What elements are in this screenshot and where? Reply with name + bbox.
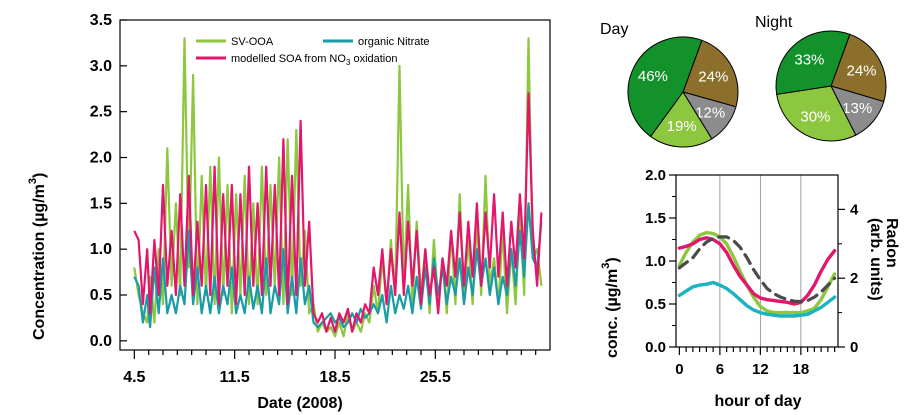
main-x-tick-label: 4.5 xyxy=(123,369,145,386)
diurnal-y-axis-label-sup: 3 xyxy=(600,263,612,269)
main-x-axis-label: Date (2008) xyxy=(257,395,342,412)
diurnal-y-axis-label-text: conc. (µg/m xyxy=(604,269,621,358)
diurnal-x-ticks: 0 6 12 18 xyxy=(675,347,836,378)
main-legend: SV-OOA organic Nitrate modelled SOA from… xyxy=(196,36,430,67)
day-pie-title: Day xyxy=(600,21,628,38)
day-pie-slices: 24% 12%19% 46% xyxy=(627,36,739,148)
day-pie-slice-label-3: 46% xyxy=(638,68,668,85)
night-pie-slices: 24% 13% 30% 33% xyxy=(775,30,887,142)
day-pie-slice-2 xyxy=(649,91,713,148)
diurnal-y2-tick-label: 4 xyxy=(850,201,859,218)
night-pie-slice-label-0: 24% xyxy=(846,63,876,80)
diurnal-x-tick-label: 12 xyxy=(752,361,769,378)
legend-label-modelled-soa-tail: oxidation xyxy=(350,53,397,65)
night-pie-slice-2 xyxy=(776,85,857,142)
main-x-tick-label: 25.5 xyxy=(420,369,451,386)
legend-label-modelled-soa-sub: 3 xyxy=(346,58,351,67)
night-pie-title: Night xyxy=(755,14,793,31)
diurnal-y2-ticks: 0 2 4 xyxy=(838,201,859,356)
night-pie-slice-0 xyxy=(830,33,887,103)
diurnal-x-tick-label: 18 xyxy=(793,361,810,378)
night-pie-chart: Night 24% 13% 30% 33% xyxy=(755,14,887,142)
day-pie-slice-0 xyxy=(682,39,739,108)
diurnal-y2-tick-label: 0 xyxy=(850,339,858,356)
main-y-axis-label-close: ) xyxy=(31,173,48,178)
diurnal-y-tick-label: 1.0 xyxy=(645,253,666,270)
diurnal-chart: 0.0 0.5 1.0 1.5 2.0 0 2 4 0 6 12 18 hour of day c… xyxy=(600,167,900,410)
diurnal-x-tick-label: 0 xyxy=(675,361,683,378)
diurnal-series-line-0 xyxy=(677,230,837,315)
main-y-axis-label-sup: 3 xyxy=(27,178,39,184)
legend-entry-sv-ooa: SV-OOA xyxy=(196,36,274,48)
legend-label-modelled-soa: modelled SOA from NO3 oxidation xyxy=(231,53,397,67)
legend-label-sv-ooa: SV-OOA xyxy=(231,36,274,48)
diurnal-y-ticks: 0.0 0.5 1.0 1.5 2.0 xyxy=(645,167,676,356)
diurnal-series-line-1 xyxy=(677,280,837,318)
legend-label-organic-nitrate: organic Nitrate xyxy=(358,36,430,48)
diurnal-vertical-lines xyxy=(719,175,802,347)
main-y-tick-label: 0.0 xyxy=(90,333,112,350)
main-y-tick-label: 2.0 xyxy=(90,150,112,167)
main-y-ticks: 0.0 0.5 1.0 1.5 2.0 2.5 3.0 3.5 xyxy=(90,12,127,350)
diurnal-y2-axis-label-line1: Radon xyxy=(883,218,900,268)
day-pie-chart: Day 24% 12%19% 46% xyxy=(600,21,739,148)
main-y-tick-label: 2.5 xyxy=(90,104,112,121)
night-pie-slice-label-1: 13% xyxy=(842,100,872,117)
night-pie-slice-label-2: 30% xyxy=(800,108,830,125)
main-y-tick-label: 1.5 xyxy=(90,195,112,212)
diurnal-y-tick-label: 1.5 xyxy=(645,210,666,227)
legend-entry-organic-nitrate: organic Nitrate xyxy=(323,36,430,48)
diurnal-y-tick-label: 2.0 xyxy=(645,167,666,184)
main-y-axis-label: Concentration (µg/m3) xyxy=(27,173,48,340)
main-y-tick-label: 1.0 xyxy=(90,241,112,258)
main-series-group xyxy=(133,37,543,338)
legend-label-modelled-soa-text: modelled SOA from NO xyxy=(231,53,346,65)
day-pie-slice-3 xyxy=(627,36,703,138)
diurnal-series-line-3 xyxy=(677,235,837,304)
day-pie-slice-label-2: 19% xyxy=(667,118,697,135)
diurnal-y-tick-label: 0.5 xyxy=(645,296,666,313)
main-y-tick-label: 0.5 xyxy=(90,287,112,304)
main-x-ticks: 4.5 11.5 18.5 25.5 xyxy=(123,350,537,386)
diurnal-plot-frame xyxy=(675,174,839,348)
diurnal-y2-tick-label: 2 xyxy=(850,270,858,287)
main-y-tick-label: 3.0 xyxy=(90,58,112,75)
diurnal-x-tick-label: 6 xyxy=(716,361,724,378)
diurnal-y-tick-label: 0.0 xyxy=(645,339,666,356)
diurnal-y-axis-label-close: ) xyxy=(604,257,621,262)
main-time-series-chart: 0.0 0.5 1.0 1.5 2.0 2.5 3.0 3.5 4.5 11.5 18.5 25.5… xyxy=(27,12,551,412)
day-pie-slice-label-1: 12% xyxy=(695,105,725,122)
diurnal-series-group xyxy=(677,230,837,318)
day-pie-slice-label-0: 24% xyxy=(698,68,728,85)
diurnal-x-axis-label: hour of day xyxy=(714,393,801,410)
night-pie-slice-3 xyxy=(775,30,851,95)
night-pie-slice-label-3: 33% xyxy=(794,52,824,69)
diurnal-y-axis-label: conc. (µg/m3) xyxy=(600,257,621,358)
main-x-tick-label: 18.5 xyxy=(319,369,350,386)
main-x-tick-label: 11.5 xyxy=(220,369,250,386)
main-y-tick-label: 3.5 xyxy=(90,12,112,29)
diurnal-series-line-2 xyxy=(677,236,837,306)
diurnal-y2-axis-label-line2: (arb. units) xyxy=(867,218,884,301)
main-y-axis-label-text: Concentration (µg/m xyxy=(31,184,48,340)
legend-entry-modelled-soa: modelled SOA from NO3 oxidation xyxy=(196,53,397,67)
main-series-line-2 xyxy=(133,92,543,333)
